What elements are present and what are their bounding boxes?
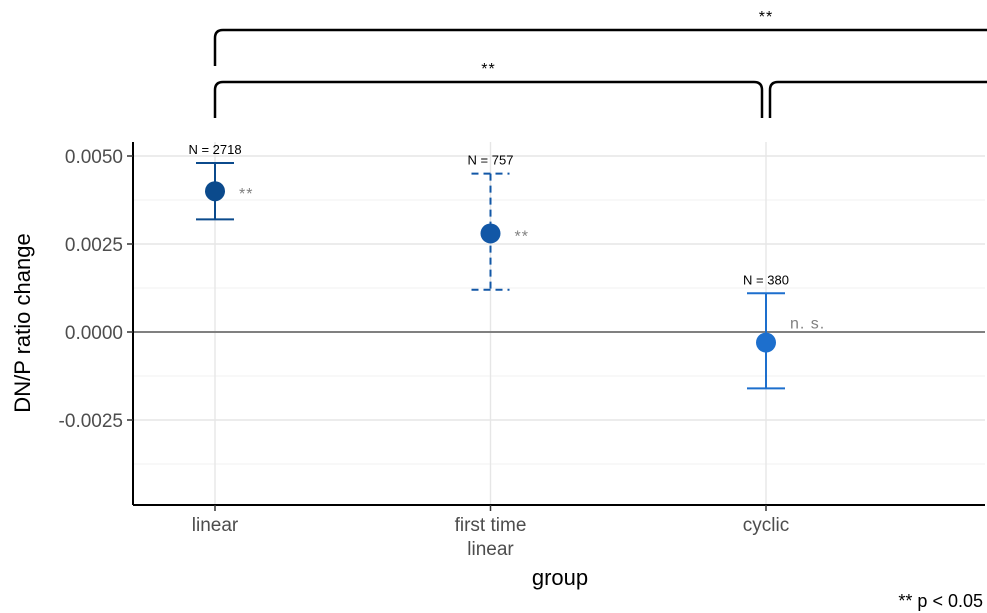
sample-size-label: N = 2718 bbox=[188, 142, 241, 157]
sample-size-label: N = 380 bbox=[743, 272, 789, 287]
bracket-label: ** bbox=[481, 61, 495, 78]
y-tick-label: 0.0025 bbox=[65, 235, 123, 256]
mean-point bbox=[480, 223, 501, 244]
significance-bracket bbox=[213, 28, 987, 66]
significance-bracket bbox=[213, 80, 764, 118]
footnote: ** p < 0.05 bbox=[898, 591, 983, 611]
x-axis-title: group bbox=[532, 565, 588, 590]
y-tick-label: -0.0025 bbox=[59, 411, 123, 432]
significance-label: ** bbox=[515, 228, 529, 245]
x-tick-label: cyclic bbox=[743, 515, 789, 536]
bracket-label: ** bbox=[759, 9, 773, 26]
x-tick-label: first time bbox=[455, 515, 527, 536]
y-axis-title: DN/P ratio change bbox=[10, 233, 35, 412]
y-tick-label: 0.0000 bbox=[65, 323, 123, 344]
y-tick-label: 0.0050 bbox=[65, 147, 123, 168]
x-tick-label: linear bbox=[467, 539, 514, 560]
significance-label: n. s. bbox=[790, 316, 825, 333]
sample-size-label: N = 757 bbox=[468, 153, 514, 168]
x-tick-label: linear bbox=[192, 515, 239, 536]
significance-brackets: **n. s.** bbox=[213, 9, 987, 118]
significance-bracket bbox=[768, 80, 987, 118]
mean-point bbox=[205, 181, 225, 202]
significance-label: ** bbox=[239, 186, 253, 203]
grid-layer bbox=[133, 142, 985, 505]
axis-layer: 0.0050 0.0025 0.0000 -0.0025 linear first tim… bbox=[59, 142, 985, 560]
mean-point bbox=[756, 332, 776, 353]
